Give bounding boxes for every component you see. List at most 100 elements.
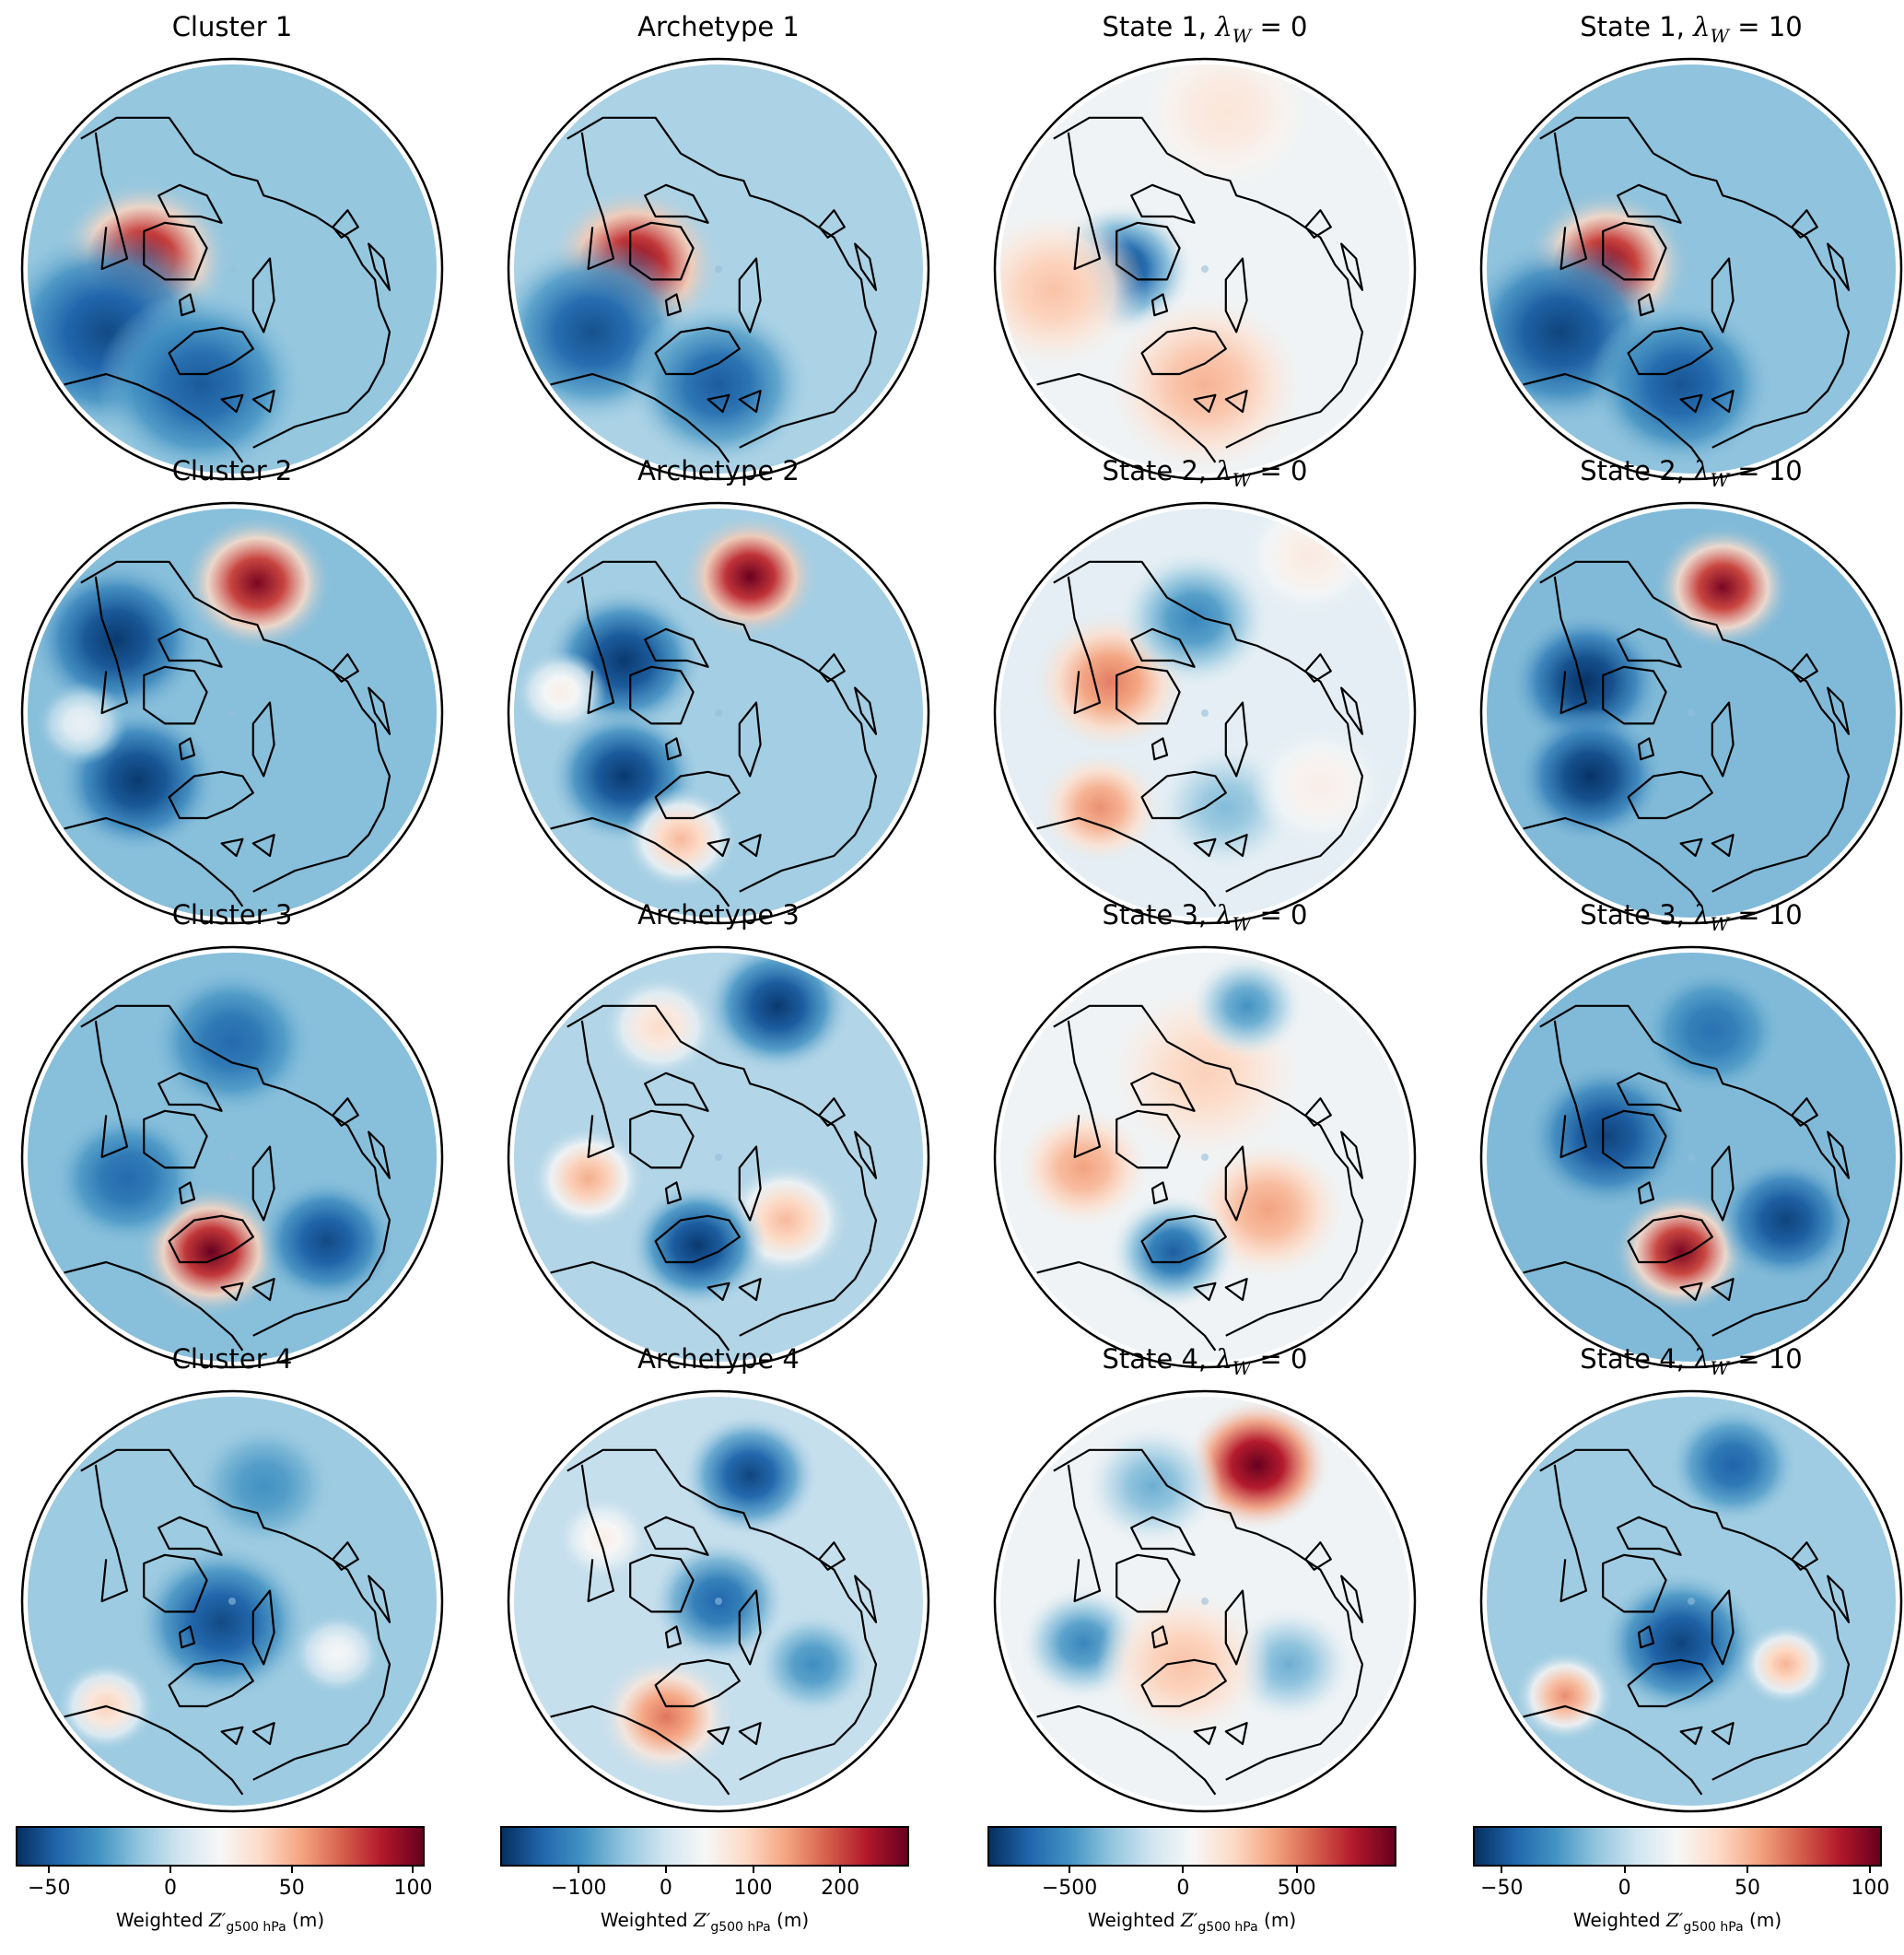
coastline	[158, 627, 223, 668]
lambda-symbol: λ	[1693, 11, 1711, 42]
polar-map	[20, 1389, 444, 1813]
coastline	[738, 1278, 762, 1302]
colorbar-tick-label: 500	[1277, 1877, 1316, 1900]
positive-anomaly	[1013, 1105, 1152, 1231]
positive-anomaly	[1101, 289, 1309, 474]
coastline	[1711, 390, 1735, 414]
coastline	[654, 1658, 741, 1708]
negative-anomaly	[1642, 967, 1782, 1095]
coastline	[738, 1589, 762, 1666]
coastline	[644, 1516, 709, 1556]
colorbar-label-subscript: g500 hPa	[1197, 1920, 1258, 1935]
coastline	[94, 132, 129, 271]
coastline	[1602, 665, 1667, 725]
coastline	[80, 560, 391, 893]
coastline	[1539, 116, 1851, 449]
colorbar: −500 0 500 Weighted Z′g500 hPa (m)	[987, 1826, 1396, 1955]
lambda-value: = 0	[1251, 455, 1308, 486]
polar-map	[507, 945, 930, 1369]
colorbar-label-subscript: g500 hPa	[1683, 1920, 1744, 1935]
coastline	[178, 1625, 196, 1649]
coastline	[1224, 1722, 1248, 1746]
coastline	[1553, 1464, 1588, 1603]
positive-anomaly	[596, 1654, 736, 1780]
coastline	[1539, 560, 1851, 893]
colorbar-tick	[1069, 1865, 1071, 1873]
lambda-subscript: W	[1710, 912, 1730, 935]
map-boundary	[993, 1389, 1417, 1813]
coastline	[1304, 653, 1332, 683]
colorbar-tick-label: −500	[1041, 1877, 1098, 1900]
colorbar-tick	[1501, 1865, 1503, 1873]
map-panel: State 1, λW = 0	[984, 11, 1426, 490]
coastline	[1151, 737, 1169, 761]
map-boundary	[1479, 1389, 1903, 1813]
panel-title: Archetype 4	[497, 1343, 940, 1375]
coastline	[1827, 242, 1851, 291]
negative-anomaly	[151, 967, 313, 1116]
positive-anomaly	[1611, 1188, 1750, 1315]
coastline	[567, 560, 878, 893]
map-boundary	[1479, 57, 1903, 481]
coastline	[1523, 1260, 1703, 1352]
coastline	[1791, 1541, 1818, 1571]
map-panel: State 4, λW = 10	[1470, 1343, 1904, 1822]
colorbar-tick	[1746, 1865, 1748, 1873]
panel-title-text: Cluster 2	[171, 455, 293, 486]
panel-title-text: State 1,	[1580, 11, 1694, 42]
colorbar-tick-label: 50	[278, 1877, 305, 1900]
positive-anomaly	[1653, 523, 1793, 650]
colorbar-tick-label: 200	[821, 1877, 860, 1900]
lambda-value: = 10	[1729, 899, 1803, 931]
coastline	[251, 390, 275, 414]
north-pole-marker	[228, 1598, 236, 1605]
colorbar-tick	[664, 1865, 667, 1873]
coastline	[629, 665, 695, 725]
panel-title-text: Cluster 1	[171, 11, 293, 42]
coastline	[1067, 1464, 1102, 1603]
coastline	[1151, 1625, 1169, 1649]
panel-title-text: State 1,	[1102, 11, 1216, 42]
panel-title: State 3, λW = 0	[984, 899, 1426, 935]
negative-anomaly	[680, 1411, 820, 1539]
polar-map	[1479, 945, 1903, 1369]
coastline	[1553, 576, 1588, 715]
coastline	[64, 1260, 244, 1352]
negative-anomaly	[1108, 1192, 1239, 1311]
colorbar-label-units: (m)	[1743, 1909, 1782, 1931]
coastline	[251, 1589, 275, 1666]
colorbar-tick	[839, 1865, 842, 1873]
panel-title-text: Archetype 3	[637, 899, 800, 931]
negative-anomaly	[1516, 708, 1665, 844]
coastline	[1053, 1004, 1364, 1337]
map-panel: State 2, λW = 10	[1470, 455, 1904, 934]
coastline	[550, 1704, 730, 1796]
coastline	[1711, 1589, 1735, 1666]
colorbar: −50 0 50 100 Weighted Z′g500 hPa (m)	[16, 1826, 432, 1955]
north-pole-marker	[1201, 1153, 1209, 1161]
map-boundary	[1479, 945, 1903, 1369]
coastline	[220, 1282, 244, 1302]
coastline	[707, 1726, 730, 1746]
north-pole-marker	[1201, 265, 1209, 273]
coastline	[644, 183, 709, 224]
polar-map	[993, 57, 1417, 481]
panel-title-text: State 4,	[1580, 1343, 1694, 1375]
coastline	[1036, 816, 1217, 907]
coastline	[1637, 1181, 1655, 1205]
coastline	[332, 653, 359, 683]
lambda-subscript: W	[1232, 1356, 1252, 1379]
coastline	[854, 1575, 878, 1623]
colorbar-tick	[169, 1865, 171, 1873]
coastline	[738, 390, 762, 414]
lambda-subscript: W	[1232, 468, 1252, 491]
coastline	[368, 1575, 391, 1623]
coastline	[1539, 1448, 1851, 1781]
lambda-subscript: W	[1232, 912, 1252, 935]
colorbar-label-units: (m)	[286, 1909, 325, 1931]
north-pole-marker	[715, 1598, 722, 1605]
coastline	[580, 1464, 615, 1603]
coastline	[1036, 1704, 1217, 1796]
negative-anomaly	[1599, 1569, 1762, 1717]
map-panel: Cluster 1	[11, 11, 453, 490]
